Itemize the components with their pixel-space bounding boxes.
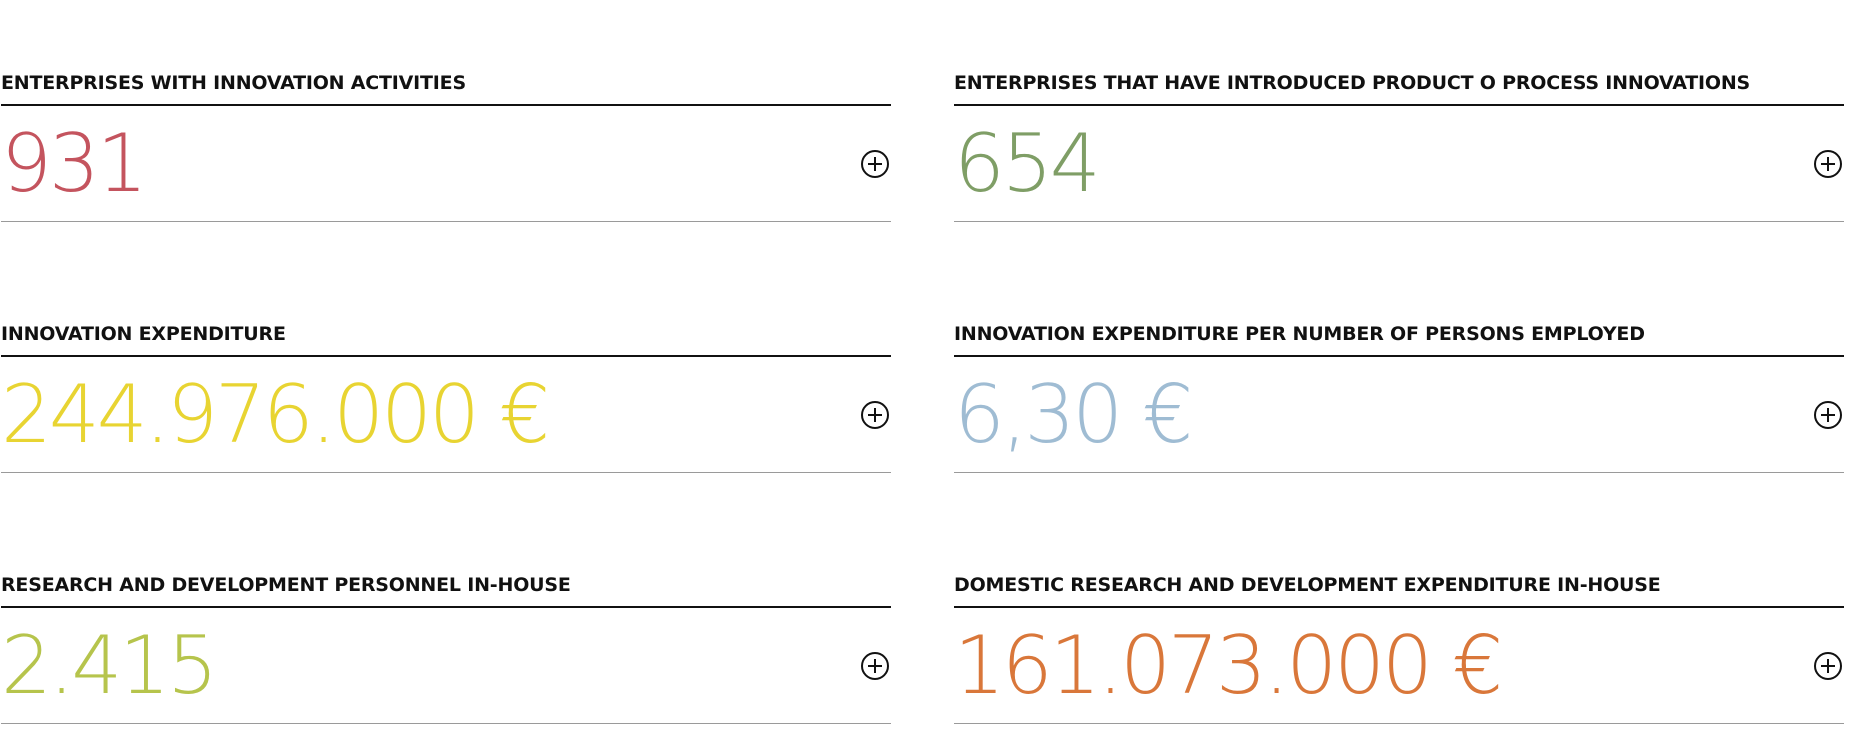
stat-title: INNOVATION EXPENDITURE: [1, 323, 286, 345]
stat-value: 2.415: [1, 619, 218, 712]
stat-title: RESEARCH AND DEVELOPMENT PERSONNEL IN-HO…: [1, 574, 571, 596]
title-divider: [954, 606, 1844, 608]
plus-circle-icon[interactable]: [1814, 401, 1842, 429]
card-divider: [954, 221, 1844, 222]
stat-value: 931: [1, 117, 148, 210]
plus-circle-icon[interactable]: [861, 401, 889, 429]
stat-value: 6,30 €: [954, 368, 1193, 461]
stat-title: ENTERPRISES THAT HAVE INTRODUCED PRODUCT…: [954, 72, 1751, 94]
stat-value-row: 931: [1, 106, 891, 221]
card-divider: [954, 472, 1844, 473]
stat-value: 244.976.000 €: [1, 368, 550, 461]
title-divider: [954, 104, 1844, 106]
plus-circle-icon[interactable]: [861, 652, 889, 680]
title-divider: [1, 355, 891, 357]
stat-card-rd-expenditure: DOMESTIC RESEARCH AND DEVELOPMENT EXPEND…: [954, 574, 1844, 724]
card-divider: [1, 723, 891, 724]
stat-title: INNOVATION EXPENDITURE PER NUMBER OF PER…: [954, 323, 1645, 345]
stat-card-expenditure-per-employee: INNOVATION EXPENDITURE PER NUMBER OF PER…: [954, 323, 1844, 473]
stat-value-row: 6,30 €: [954, 357, 1844, 472]
stat-title: ENTERPRISES WITH INNOVATION ACTIVITIES: [1, 72, 466, 94]
stat-card-innovation-expenditure: INNOVATION EXPENDITURE 244.976.000 €: [1, 323, 891, 473]
plus-circle-icon[interactable]: [861, 150, 889, 178]
stat-value: 161.073.000 €: [954, 619, 1503, 712]
plus-circle-icon[interactable]: [1814, 652, 1842, 680]
stat-title: DOMESTIC RESEARCH AND DEVELOPMENT EXPEND…: [954, 574, 1661, 596]
title-divider: [1, 606, 891, 608]
stat-card-introduced-innovations: ENTERPRISES THAT HAVE INTRODUCED PRODUCT…: [954, 72, 1844, 222]
stat-value-row: 2.415: [1, 608, 891, 723]
plus-circle-icon[interactable]: [1814, 150, 1842, 178]
title-divider: [1, 104, 891, 106]
stat-value-row: 244.976.000 €: [1, 357, 891, 472]
stat-value: 654: [954, 117, 1101, 210]
card-divider: [1, 221, 891, 222]
stat-value-row: 654: [954, 106, 1844, 221]
card-divider: [1, 472, 891, 473]
card-divider: [954, 723, 1844, 724]
stat-value-row: 161.073.000 €: [954, 608, 1844, 723]
stat-card-innovation-activities: ENTERPRISES WITH INNOVATION ACTIVITIES 9…: [1, 72, 891, 222]
stat-card-rd-personnel: RESEARCH AND DEVELOPMENT PERSONNEL IN-HO…: [1, 574, 891, 724]
title-divider: [954, 355, 1844, 357]
